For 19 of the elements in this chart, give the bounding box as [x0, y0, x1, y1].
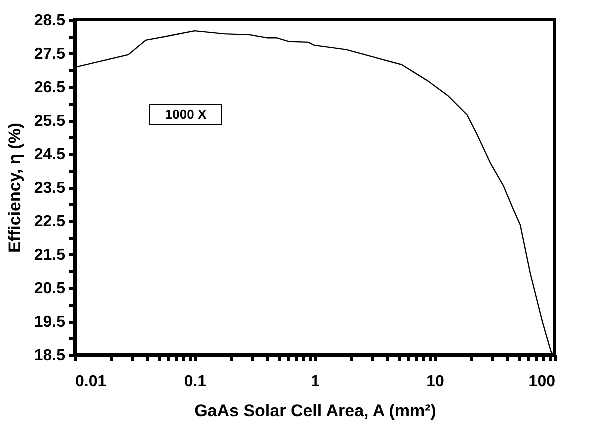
- y-tick-label: 25.5: [34, 113, 66, 130]
- y-tick-label: 27.5: [34, 46, 66, 63]
- x-tick-label: 0.1: [184, 374, 207, 390]
- y-tick-label: 26.5: [34, 80, 66, 96]
- y-axis-title: Efficiency, η (%): [5, 122, 24, 254]
- x-tick-label: 1: [311, 374, 320, 390]
- y-tick-label: 28.5: [34, 12, 66, 30]
- annotation: 1000 X: [165, 107, 207, 122]
- y-tick-label: 18.5: [34, 348, 66, 364]
- y-tick-label: 24.5: [34, 146, 66, 164]
- y-tick-label: 23.5: [34, 180, 66, 197]
- x-tick-label: 100: [528, 374, 556, 390]
- y-tick-label: 20.5: [34, 280, 66, 298]
- y-tick-label: 22.5: [34, 214, 66, 230]
- y-tick-label: 19.5: [34, 314, 66, 331]
- x-axis-title: GaAs Solar Cell Area, A (mm²): [194, 402, 436, 420]
- x-tick-label: 10: [426, 374, 444, 390]
- y-tick-label: 21.5: [34, 247, 66, 264]
- x-tick-label: 0.01: [76, 374, 107, 390]
